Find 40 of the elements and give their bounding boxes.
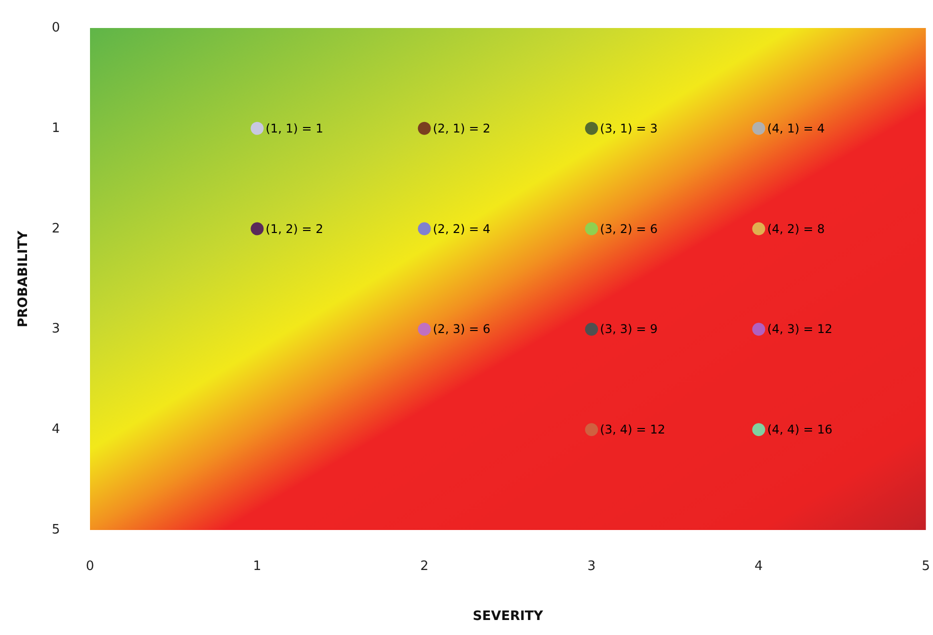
x-tick-label: 4	[754, 559, 763, 574]
data-label: (2, 1) = 2	[432, 121, 490, 136]
y-tick-label: 3	[52, 322, 60, 337]
x-tick-label: 5	[922, 559, 930, 574]
data-label: (3, 2) = 6	[600, 222, 658, 236]
point	[418, 222, 431, 236]
point	[752, 222, 766, 236]
x-tick-label: 3	[587, 559, 596, 574]
y-tick-label: 0	[52, 20, 60, 36]
x-tick-label: 0	[86, 559, 94, 574]
point	[585, 322, 598, 336]
x-tick-label: 2	[420, 559, 428, 574]
point	[585, 222, 598, 236]
data-label: (3, 3) = 9	[600, 322, 658, 336]
data-label: (4, 3) = 12	[767, 322, 832, 336]
data-label: (1, 2) = 2	[266, 222, 324, 236]
point	[752, 423, 766, 436]
point	[418, 122, 431, 135]
point	[752, 122, 766, 135]
data-label: (2, 2) = 4	[432, 222, 490, 236]
data-label: (3, 4) = 12	[600, 422, 666, 437]
y-tick-label: 4	[52, 422, 60, 438]
y-tick-label: 5	[52, 522, 60, 538]
point	[585, 122, 598, 135]
data-label: (1, 1) = 1	[266, 121, 324, 136]
point	[752, 322, 766, 336]
point	[418, 322, 431, 336]
y-tick-label: 1	[52, 120, 60, 136]
x-axis-title: SEVERITY	[472, 609, 544, 624]
point	[250, 122, 264, 135]
point	[250, 222, 264, 236]
data-label: (3, 1) = 3	[600, 121, 658, 136]
data-label: (2, 3) = 6	[432, 322, 490, 336]
data-label: (4, 1) = 4	[767, 121, 825, 136]
y-tick-label: 2	[52, 221, 60, 236]
point	[585, 423, 598, 436]
x-tick-label: 1	[253, 559, 262, 574]
data-label: (4, 4) = 16	[767, 422, 832, 437]
y-axis-title: PROBABILITY	[16, 230, 31, 328]
data-label: (4, 2) = 8	[767, 222, 825, 236]
